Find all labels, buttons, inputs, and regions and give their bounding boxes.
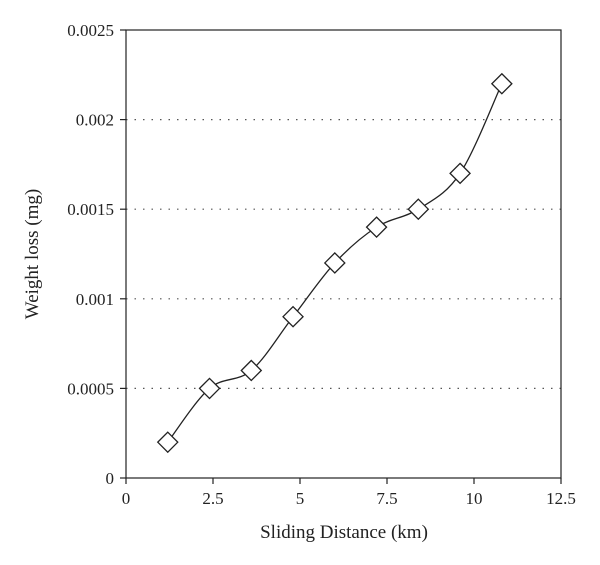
y-tick-label-0: 0 <box>106 469 115 488</box>
x-tick-label-3: 7.5 <box>376 489 397 508</box>
data-point-8 <box>490 72 513 95</box>
data-point-2 <box>240 359 263 382</box>
data-point-5 <box>365 216 388 239</box>
x-tick-label-1: 2.5 <box>202 489 223 508</box>
y-tick-label-4: 0.002 <box>76 111 114 130</box>
axis-ticks: 0 2.5 5 7.5 10 12.5 0 0.0005 0.001 0.0015 0.002 0.0… <box>67 21 576 508</box>
x-tick-label-4: 10 <box>466 489 483 508</box>
y-tick-label-1: 0.0005 <box>67 379 114 398</box>
x-tick-label-2: 5 <box>296 489 305 508</box>
data-point-7 <box>449 162 471 185</box>
y-tick-label-3: 0.0015 <box>67 200 114 219</box>
data-point-6 <box>407 198 430 221</box>
data-point-3 <box>282 305 304 328</box>
plot-area-frame <box>125 29 562 479</box>
x-tick-label-0: 0 <box>122 489 131 508</box>
data-point-0 <box>156 431 179 454</box>
series-layer <box>156 72 513 454</box>
x-axis-title: Sliding Distance (km) <box>260 522 428 543</box>
data-point-1 <box>198 377 221 400</box>
y-tick-label-5: 0.0025 <box>67 21 114 40</box>
y-tick-label-2: 0.001 <box>76 290 114 309</box>
y-axis-title: Weight loss (mg) <box>22 189 43 319</box>
x-tick-label-5: 12.5 <box>546 489 576 508</box>
data-point-4 <box>323 252 346 274</box>
